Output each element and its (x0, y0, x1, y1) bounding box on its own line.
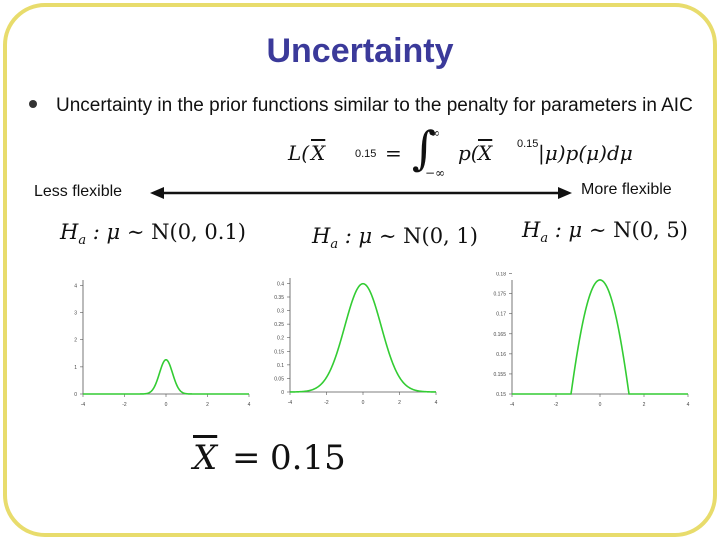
y-tick-label: 0.165 (493, 332, 506, 338)
y-tick-label: 0.1 (277, 363, 284, 369)
less-flexible-label: Less flexible (34, 183, 123, 200)
prior-plot-medium: -4 -2 0 2 4 0 0.05 0.1 0.15 0.2 0.25 0.3 0.35 0.4 (274, 278, 438, 406)
y-tick-label: 0.4 (277, 281, 284, 287)
more-flexible-label: More flexible (581, 181, 672, 198)
y-tick-label: 0.05 (274, 376, 284, 382)
y-tick-label: 3 (74, 311, 77, 317)
density-curve (290, 282, 436, 393)
x-tick-label: -2 (324, 400, 329, 406)
x-tick-label: -4 (510, 402, 515, 408)
observed-mean-value: 0.15 (270, 438, 346, 478)
prior-plot-wide: -4 -2 0 2 4 0.15 0.155 0.16 0.165 0.17 0.175 0.18 (493, 272, 690, 408)
y-tick-label: 2 (74, 338, 77, 344)
x-tick-label: 0 (599, 402, 602, 408)
y-tick-label: 0.3 (277, 309, 284, 315)
y-tick-label: 0 (281, 390, 284, 396)
hypothesis-label-1: Ha : μ ∼ N(0, 0.1) (60, 220, 246, 249)
hypothesis-label-2: Ha : μ ∼ N(0, 1) (312, 224, 478, 253)
x-tick-label: 0 (362, 400, 365, 406)
x-tick-label: 4 (248, 402, 251, 408)
bullet-text: Uncertainty in the prior functions simil… (56, 95, 693, 116)
y-tick-label: 1 (74, 365, 77, 371)
y-tick-label: 0.16 (496, 352, 506, 358)
y-tick-label: 0.35 (274, 295, 284, 301)
y-tick-label: 0.155 (493, 372, 506, 378)
bullet-icon (29, 100, 37, 108)
x-tick-label: 2 (398, 400, 401, 406)
formula-value-right: 0.15 (517, 138, 539, 150)
y-tick-label: 0.25 (274, 322, 284, 328)
x-tick-label: 2 (643, 402, 646, 408)
density-curve (83, 358, 249, 395)
y-tick-label: 0.17 (496, 312, 506, 318)
slide-title: Uncertainty (266, 32, 454, 70)
x-tick-label: 4 (435, 400, 438, 406)
y-tick-label: 0.2 (277, 336, 284, 342)
slide-frame (3, 3, 717, 537)
y-tick-label: 4 (74, 283, 77, 289)
y-tick-label: 0.15 (496, 392, 506, 398)
x-tick-label: 2 (206, 402, 209, 408)
y-tick-label: 0.18 (496, 272, 506, 278)
hypothesis-label-3: Ha : μ ∼ N(0, 5) (522, 218, 688, 247)
x-tick-label: -2 (122, 402, 127, 408)
x-tick-label: -4 (81, 402, 86, 408)
y-tick-label: 0.175 (493, 292, 506, 298)
formula-value-left: 0.15 (355, 148, 377, 160)
prior-plot-narrow: -4 -2 0 2 4 0 1 2 3 4 (74, 280, 251, 408)
y-tick-label: 0 (74, 392, 77, 398)
x-tick-label: 4 (687, 402, 690, 408)
y-tick-label: 0.15 (274, 349, 284, 355)
density-curve (512, 279, 688, 395)
x-tick-label: -4 (288, 400, 293, 406)
x-tick-label: 0 (165, 402, 168, 408)
x-tick-label: -2 (554, 402, 559, 408)
